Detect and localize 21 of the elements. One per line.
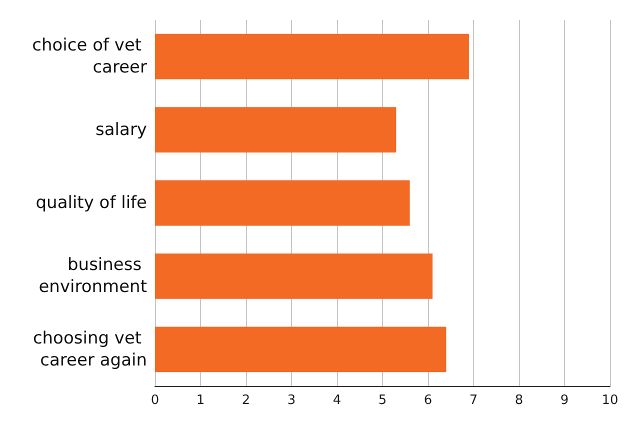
- y-tick-label: quality of life: [36, 193, 147, 213]
- x-tick-label: 7: [469, 393, 478, 408]
- y-tick-label: salary: [96, 120, 147, 140]
- bar: [155, 326, 446, 372]
- x-tick-label: 2: [242, 393, 250, 408]
- x-tick-label: 4: [332, 393, 342, 408]
- x-tick-label: 0: [150, 393, 160, 408]
- bar: [155, 254, 433, 299]
- x-tick-label: 10: [602, 393, 618, 408]
- y-tick-label: choice of vet career: [32, 36, 147, 78]
- bar: [155, 180, 410, 226]
- bar: [155, 34, 469, 80]
- y-tick-label: choosing vet career again: [32, 328, 147, 370]
- x-tick-label: 6: [424, 393, 432, 408]
- y-tick-label: business environment: [38, 255, 148, 298]
- x-tick-label: 3: [287, 393, 296, 408]
- x-tick-label: 9: [560, 393, 569, 408]
- x-tick-label: 8: [514, 393, 524, 408]
- x-tick-label: 1: [196, 393, 205, 408]
- x-tick-label: 5: [378, 393, 387, 408]
- bar: [155, 107, 396, 152]
